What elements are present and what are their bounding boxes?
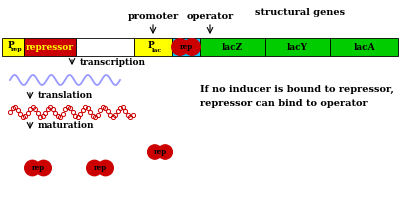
Circle shape — [148, 145, 162, 159]
Text: lacY: lacY — [287, 43, 308, 51]
Text: If no inducer is bound to repressor,
repressor can bind to operator: If no inducer is bound to repressor, rep… — [200, 85, 394, 108]
Text: maturation: maturation — [38, 121, 94, 130]
Text: translation: translation — [38, 92, 93, 100]
Text: P: P — [148, 42, 154, 50]
Circle shape — [25, 160, 40, 176]
FancyBboxPatch shape — [265, 38, 330, 56]
Circle shape — [36, 160, 51, 176]
Circle shape — [172, 39, 188, 55]
FancyBboxPatch shape — [200, 38, 265, 56]
Text: promoter: promoter — [127, 12, 179, 21]
FancyBboxPatch shape — [2, 38, 24, 56]
FancyBboxPatch shape — [24, 38, 76, 56]
Text: structural genes: structural genes — [255, 8, 345, 17]
Text: rep: rep — [180, 43, 192, 51]
Text: rep: rep — [154, 148, 166, 156]
FancyBboxPatch shape — [330, 38, 398, 56]
Text: lac: lac — [152, 47, 162, 52]
Circle shape — [158, 145, 172, 159]
Circle shape — [184, 39, 200, 55]
FancyBboxPatch shape — [134, 38, 172, 56]
Circle shape — [98, 160, 113, 176]
Circle shape — [87, 160, 102, 176]
Text: rep: rep — [32, 164, 44, 172]
Text: lacA: lacA — [353, 43, 375, 51]
Text: rep: rep — [94, 164, 106, 172]
Text: operator: operator — [186, 12, 234, 21]
FancyBboxPatch shape — [172, 38, 200, 56]
Text: lacZ: lacZ — [222, 43, 243, 51]
FancyBboxPatch shape — [76, 38, 134, 56]
Text: ac: ac — [180, 43, 192, 51]
Text: repressor: repressor — [26, 43, 74, 51]
Text: rep: rep — [11, 47, 23, 52]
Text: transcription: transcription — [80, 58, 146, 67]
Text: P: P — [8, 42, 14, 50]
